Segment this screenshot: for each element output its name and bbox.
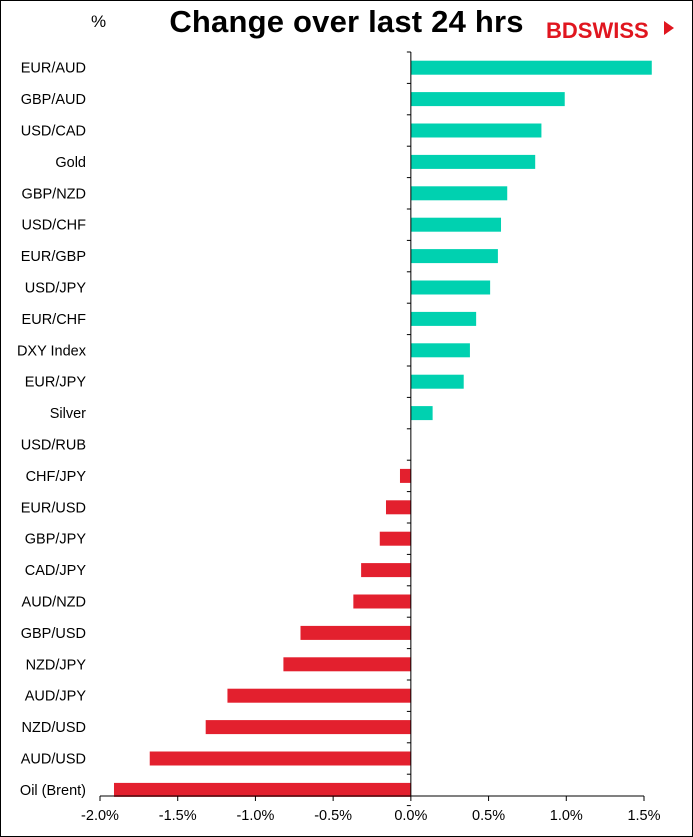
bars-group <box>113 60 652 797</box>
x-tick-label: -1.5% <box>159 808 197 824</box>
bar-usd-chf <box>410 217 502 232</box>
category-label: GBP/NZD <box>22 186 86 202</box>
bar-aud-usd <box>149 751 411 766</box>
bar-gbp-aud <box>410 92 565 107</box>
category-label: AUD/NZD <box>22 595 86 611</box>
category-label: CHF/JPY <box>26 469 87 485</box>
brand-logo-icon <box>664 21 674 35</box>
bar-nzd-jpy <box>283 657 411 672</box>
category-label: CAD/JPY <box>25 563 87 579</box>
category-label: NZD/USD <box>22 720 86 736</box>
category-label: EUR/GBP <box>21 249 86 265</box>
bar-aud-jpy <box>227 688 411 703</box>
bar-gbp-nzd <box>410 186 508 201</box>
bar-aud-nzd <box>353 594 411 609</box>
bar-usd-jpy <box>410 280 491 295</box>
bar-usd-cad <box>410 123 542 138</box>
bar-eur-chf <box>410 311 477 326</box>
bar-gbp-jpy <box>379 531 411 546</box>
x-tick-label: -1.0% <box>236 808 274 824</box>
x-tick-label: 1.5% <box>627 808 660 824</box>
category-label: USD/JPY <box>25 281 87 297</box>
x-tick-label: 1.0% <box>550 808 583 824</box>
bar-gbp-usd <box>300 625 411 640</box>
chart-title: Change over last 24 hrs <box>169 4 524 39</box>
category-label: AUD/USD <box>21 752 86 768</box>
category-label: Gold <box>55 155 86 171</box>
bar-eur-aud <box>410 60 652 75</box>
bar-silver <box>410 406 433 421</box>
bar-dxy-index <box>410 343 470 358</box>
bar-oil-brent <box>113 782 411 797</box>
bar-eur-usd <box>385 500 411 515</box>
category-label: Silver <box>50 406 86 422</box>
category-labels: EUR/AUD GBP/AUD USD/CAD Gold GBP/NZD USD/CHF E… <box>17 61 87 799</box>
bar-chf-jpy <box>399 468 411 483</box>
brand-logo-text: BDSWISS <box>546 18 649 43</box>
category-label: GBP/AUD <box>21 92 86 108</box>
unit-label: % <box>91 12 107 31</box>
bar-gold <box>410 154 536 169</box>
x-tick-label: 0.0% <box>394 808 427 824</box>
category-label: GBP/JPY <box>25 532 87 548</box>
category-label: EUR/USD <box>21 500 86 516</box>
brand-logo: BDSWISS <box>546 18 674 44</box>
category-label: EUR/AUD <box>21 61 86 77</box>
bar-eur-gbp <box>410 249 498 264</box>
category-label: EUR/CHF <box>22 312 87 328</box>
category-label: AUD/JPY <box>25 689 87 705</box>
bar-eur-jpy <box>410 374 464 389</box>
x-axis: -2.0% -1.5% -1.0% -0.5% 0.0% 0.5% 1.0% 1.5% <box>81 51 661 824</box>
x-tick-label: -0.5% <box>314 808 352 824</box>
x-tick-label: 0.5% <box>472 808 505 824</box>
category-label: DXY Index <box>17 343 87 359</box>
category-label: USD/CHF <box>22 218 87 234</box>
bar-cad-jpy <box>361 563 411 578</box>
x-tick-label: -2.0% <box>81 808 119 824</box>
category-label: USD/CAD <box>21 124 86 140</box>
category-label: GBP/USD <box>21 626 86 642</box>
category-label: Oil (Brent) <box>20 783 86 799</box>
category-label: EUR/JPY <box>25 375 87 391</box>
category-label: NZD/JPY <box>26 657 87 673</box>
category-label: USD/RUB <box>21 438 86 454</box>
bar-nzd-usd <box>205 720 411 735</box>
